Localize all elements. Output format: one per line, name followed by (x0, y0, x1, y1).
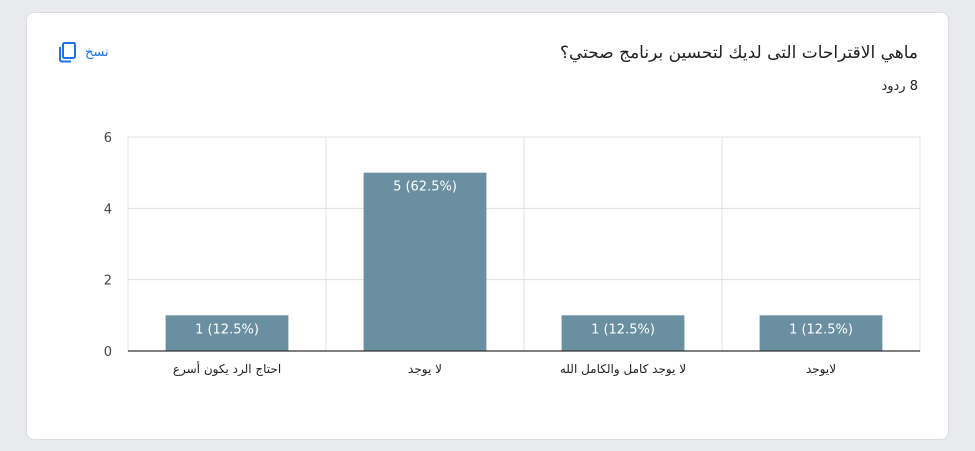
y-tick-label: 4 (104, 202, 112, 217)
x-tick-label: لا يوجد كامل والكامل الله (560, 362, 686, 377)
bar[interactable] (165, 315, 289, 351)
x-tick-label: احتاج الرد يكون أسرع (173, 361, 281, 377)
data-label: 1 (12.5%) (789, 322, 853, 337)
copy-label: نسخ (85, 44, 109, 60)
x-tick-label: لايوجد (806, 362, 836, 377)
copy-icon (59, 42, 76, 63)
response-count: 8 ردود (881, 79, 918, 94)
question-card: ماهي الاقتراحات التى لديك لتحسين برنامج … (26, 12, 949, 440)
copy-button[interactable]: نسخ (57, 41, 109, 63)
x-tick-label: لا يوجد (408, 362, 442, 377)
bar[interactable] (759, 315, 883, 351)
y-tick-label: 6 (104, 131, 112, 146)
data-label: 1 (12.5%) (195, 322, 259, 337)
bar[interactable] (363, 172, 487, 351)
y-tick-label: 2 (104, 274, 112, 289)
data-label: 5 (62.5%) (393, 180, 457, 195)
bar[interactable] (561, 315, 685, 351)
y-tick-label: 0 (104, 345, 112, 360)
data-label: 1 (12.5%) (591, 322, 655, 337)
question-title: ماهي الاقتراحات التى لديك لتحسين برنامج … (559, 43, 918, 63)
